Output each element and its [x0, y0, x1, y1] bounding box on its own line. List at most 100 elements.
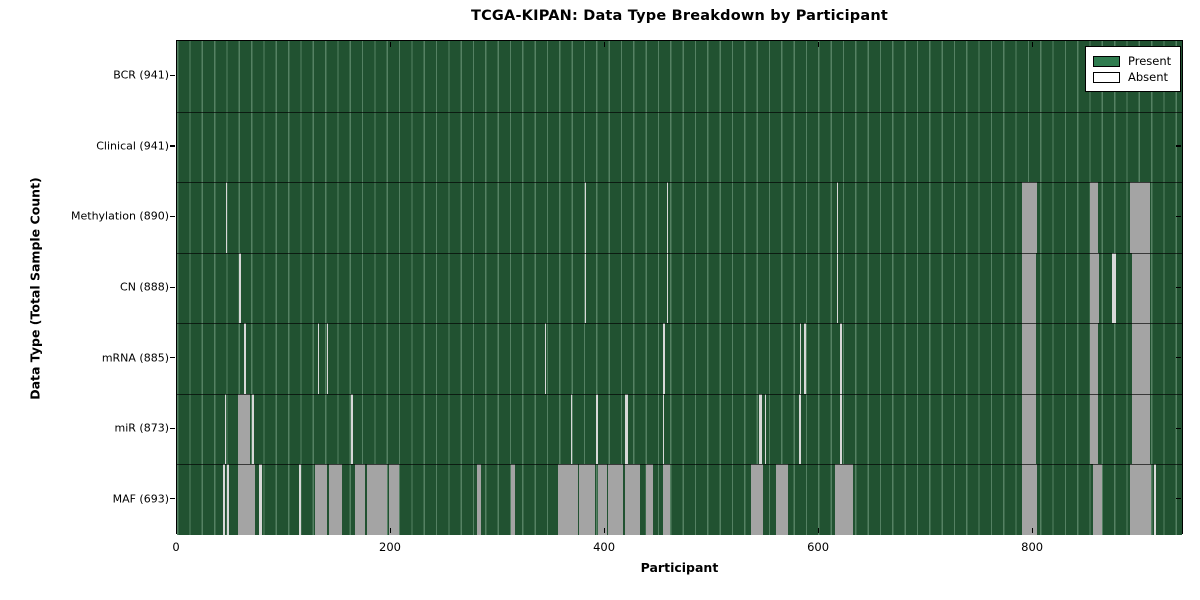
- absent-stripe: [804, 323, 807, 394]
- ytick-mark-left: [170, 357, 175, 359]
- absent-stripe: [1022, 182, 1038, 253]
- absent-stripe: [625, 393, 628, 465]
- absent-stripe: [226, 182, 228, 253]
- row-cn[interactable]: [177, 252, 1182, 324]
- absent-stripe: [251, 393, 255, 465]
- absent-stripe: [840, 323, 842, 394]
- row-separator: [177, 182, 1182, 184]
- absent-stripe: [244, 323, 246, 394]
- absent-stripe: [570, 393, 572, 465]
- xtick-label-0: 0: [172, 540, 180, 554]
- absent-stripe: [667, 182, 669, 253]
- absent-stripe: [596, 393, 598, 465]
- ytick-label-bcr: BCR (941): [113, 68, 169, 82]
- absent-stripe: [776, 464, 789, 535]
- ytick-label-cn: CN (888): [120, 280, 169, 294]
- ytick-mark-left: [170, 286, 175, 288]
- legend-entry-absent: Absent: [1093, 71, 1173, 84]
- absent-stripe: [354, 464, 366, 535]
- row-maf[interactable]: [177, 464, 1182, 535]
- absent-stripe: [1022, 252, 1037, 324]
- legend-entry-present: Present: [1093, 55, 1173, 68]
- xtick-mark-bottom-600: [817, 527, 819, 533]
- xtick-label-200: 200: [379, 540, 401, 554]
- xtick-label-400: 400: [593, 540, 616, 554]
- absent-stripe: [662, 464, 671, 535]
- absent-stripe: [1131, 393, 1150, 465]
- legend-absent-label: Absent: [1128, 70, 1169, 84]
- absent-stripe: [225, 393, 227, 465]
- absent-stripe: [1022, 464, 1038, 535]
- ytick-mark-right: [1176, 357, 1181, 359]
- absent-stripe: [662, 323, 665, 394]
- absent-stripe: [579, 464, 596, 535]
- absent-stripe: [798, 393, 801, 465]
- row-separator: [177, 393, 1182, 395]
- xtick-mark-top-800: [1031, 41, 1033, 47]
- absent-stripe: [1022, 323, 1037, 394]
- absent-stripe: [1089, 182, 1099, 253]
- absent-stripe: [837, 252, 839, 324]
- ytick-label-mir: miR (873): [114, 421, 170, 435]
- xtick-mark-top-0: [175, 41, 177, 47]
- xtick-mark-bottom-200: [389, 527, 391, 533]
- ytick-label-clinical: Clinical (941): [96, 139, 169, 153]
- absent-stripe: [764, 393, 766, 465]
- absent-stripe: [1131, 323, 1150, 394]
- absent-stripe: [1131, 252, 1150, 324]
- absent-swatch-icon: [1093, 72, 1120, 83]
- absent-stripe: [1093, 464, 1102, 535]
- ytick-mark-right: [1176, 427, 1181, 429]
- xtick-mark-bottom-0: [175, 527, 177, 533]
- absent-stripe: [1022, 393, 1037, 465]
- absent-stripe: [545, 323, 547, 394]
- absent-stripe: [750, 464, 764, 535]
- row-bcr[interactable]: [177, 41, 1182, 112]
- absent-stripe: [298, 464, 302, 535]
- absent-stripe: [1089, 252, 1100, 324]
- absent-stripe: [223, 464, 226, 535]
- ytick-label-methylation: Methylation (890): [71, 209, 169, 223]
- ytick-mark-right: [1176, 498, 1181, 500]
- absent-stripe: [835, 464, 854, 535]
- ytick-mark-left: [170, 498, 175, 500]
- row-methylation[interactable]: [177, 182, 1182, 253]
- chart-title: TCGA-KIPAN: Data Type Breakdown by Parti…: [471, 8, 888, 24]
- ytick-mark-left: [170, 427, 175, 429]
- absent-stripe: [1130, 464, 1151, 535]
- absent-stripe: [667, 252, 669, 324]
- ytick-mark-right: [1176, 215, 1181, 218]
- row-separator: [177, 464, 1182, 466]
- absent-stripe: [227, 464, 230, 535]
- ytick-mark-left: [170, 74, 175, 76]
- absent-stripe: [510, 464, 516, 535]
- row-mrna[interactable]: [177, 323, 1182, 394]
- xtick-mark-top-600: [817, 41, 819, 47]
- absent-stripe: [625, 464, 641, 535]
- absent-stripe: [1154, 464, 1157, 535]
- absent-stripe: [597, 464, 608, 535]
- absent-stripe: [237, 464, 256, 535]
- absent-stripe: [239, 252, 242, 324]
- ytick-mark-right: [1176, 145, 1181, 147]
- absent-stripe: [1112, 252, 1116, 324]
- absent-stripe: [367, 464, 387, 535]
- ytick-label-mrna: mRNA (885): [101, 351, 169, 365]
- absent-stripe: [476, 464, 481, 535]
- row-separator: [177, 252, 1182, 254]
- row-mir[interactable]: [177, 393, 1182, 465]
- row-separator: [177, 111, 1182, 113]
- legend-present-label: Present: [1128, 54, 1172, 68]
- absent-stripe: [645, 464, 654, 535]
- xtick-mark-top-400: [603, 41, 605, 47]
- x-axis-label: Participant: [640, 560, 719, 575]
- ytick-mark-left: [170, 145, 175, 147]
- ytick-mark-right: [1176, 286, 1181, 288]
- absent-stripe: [328, 464, 342, 535]
- absent-stripe: [1089, 323, 1099, 394]
- absent-stripe: [259, 464, 262, 535]
- absent-stripe: [840, 393, 842, 465]
- row-clinical[interactable]: [177, 111, 1182, 183]
- plot-area[interactable]: [176, 40, 1183, 535]
- absent-stripe: [237, 393, 250, 465]
